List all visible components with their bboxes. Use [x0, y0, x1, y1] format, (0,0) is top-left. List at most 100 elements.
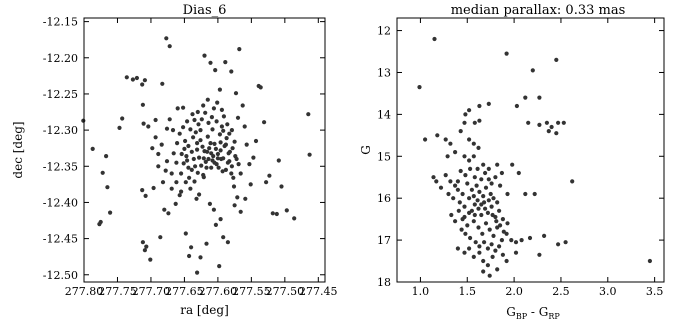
right-data-point	[463, 112, 468, 117]
left-data-point	[104, 154, 109, 159]
left-data-point	[229, 164, 234, 169]
right-data-point	[485, 263, 490, 268]
left-data-point	[262, 120, 267, 125]
right-x-axis-label: GBP - GRP	[506, 305, 560, 321]
right-data-point	[489, 242, 494, 247]
right-data-point	[556, 242, 561, 247]
right-data-point	[537, 122, 542, 127]
right-data-point	[446, 191, 451, 197]
right-data-point	[491, 196, 496, 201]
left-data-point	[258, 85, 263, 90]
left-scatter-panel: Dias_6 ra [deg] dec [deg] 277.80277.7527…	[11, 3, 338, 317]
left-data-point	[219, 107, 224, 112]
left-data-point	[117, 125, 122, 130]
left-data-point	[193, 130, 198, 135]
right-data-point	[471, 254, 476, 259]
left-data-point	[198, 128, 203, 133]
left-data-point	[164, 159, 170, 164]
left-data-point	[206, 120, 211, 125]
right-x-tick-label: 2.5	[552, 285, 570, 298]
left-data-point	[179, 171, 184, 176]
right-data-point	[472, 212, 477, 218]
right-data-point	[451, 196, 456, 201]
right-data-point	[458, 129, 463, 134]
left-data-point	[213, 68, 218, 73]
left-data-point	[229, 69, 234, 74]
right-data-point	[483, 206, 488, 211]
right-data-point	[500, 252, 505, 257]
left-x-tick-label: 277.45	[299, 285, 338, 298]
left-data-point	[306, 112, 311, 117]
right-data-points	[417, 36, 653, 278]
right-data-point	[459, 227, 464, 232]
right-data-point	[453, 183, 458, 188]
left-data-point	[164, 126, 170, 131]
right-y-tick-label: 14	[377, 108, 391, 121]
left-data-point	[279, 184, 284, 189]
right-data-point	[486, 177, 491, 182]
right-y-tick-label: 16	[377, 192, 391, 205]
left-data-point	[208, 60, 213, 65]
left-data-point	[195, 141, 200, 146]
left-data-point	[251, 155, 256, 160]
right-y-tick-label: 18	[377, 276, 391, 289]
left-data-point	[190, 112, 195, 117]
left-data-point	[142, 248, 147, 253]
right-data-point	[434, 179, 439, 184]
right-data-point	[471, 141, 476, 146]
right-data-point	[423, 137, 428, 142]
left-data-point	[153, 117, 158, 123]
left-data-point	[191, 156, 196, 162]
left-data-point	[97, 222, 102, 227]
left-data-point	[207, 146, 212, 151]
right-data-point	[479, 177, 484, 182]
right-data-point	[494, 219, 499, 224]
right-data-point	[477, 118, 482, 123]
left-data-point	[233, 91, 239, 96]
right-data-point	[463, 231, 468, 236]
left-data-point	[167, 44, 172, 49]
right-data-point	[460, 191, 465, 197]
left-data-point	[175, 141, 180, 146]
right-data-point	[467, 108, 472, 113]
left-data-point	[162, 207, 167, 212]
left-y-tick-label: -12.25	[43, 88, 78, 101]
left-data-point	[247, 162, 252, 167]
right-data-point	[530, 68, 535, 73]
left-data-point	[225, 240, 230, 245]
right-data-point	[474, 183, 479, 188]
right-data-point	[532, 191, 537, 197]
left-x-tick-label: 277.50	[266, 285, 305, 298]
left-data-point	[229, 171, 234, 176]
left-data-point	[167, 117, 172, 122]
left-data-point	[242, 124, 247, 129]
right-data-point	[514, 103, 520, 109]
right-data-point	[510, 162, 515, 167]
left-data-point	[140, 82, 145, 87]
left-data-point	[232, 139, 237, 144]
left-data-point	[198, 138, 203, 143]
left-data-point	[211, 106, 216, 111]
left-data-point	[185, 119, 190, 124]
left-data-point	[193, 164, 198, 169]
right-data-point	[509, 238, 514, 243]
left-data-point	[274, 211, 279, 217]
right-data-point	[462, 250, 467, 255]
left-data-point	[183, 180, 188, 185]
right-data-point	[481, 162, 486, 167]
left-data-point	[177, 131, 182, 136]
left-data-point	[208, 141, 213, 146]
left-data-point	[171, 151, 176, 156]
right-x-tick-label: 2.0	[505, 285, 523, 298]
right-data-point	[495, 225, 500, 230]
right-data-point	[501, 229, 506, 234]
right-data-point	[500, 217, 505, 222]
right-data-point	[527, 235, 533, 241]
left-data-point	[169, 186, 174, 191]
left-data-point	[160, 180, 166, 185]
right-data-point	[467, 196, 472, 201]
left-data-point	[225, 122, 230, 127]
right-data-point	[505, 221, 510, 226]
right-data-point	[456, 208, 461, 213]
right-data-point	[435, 133, 440, 138]
